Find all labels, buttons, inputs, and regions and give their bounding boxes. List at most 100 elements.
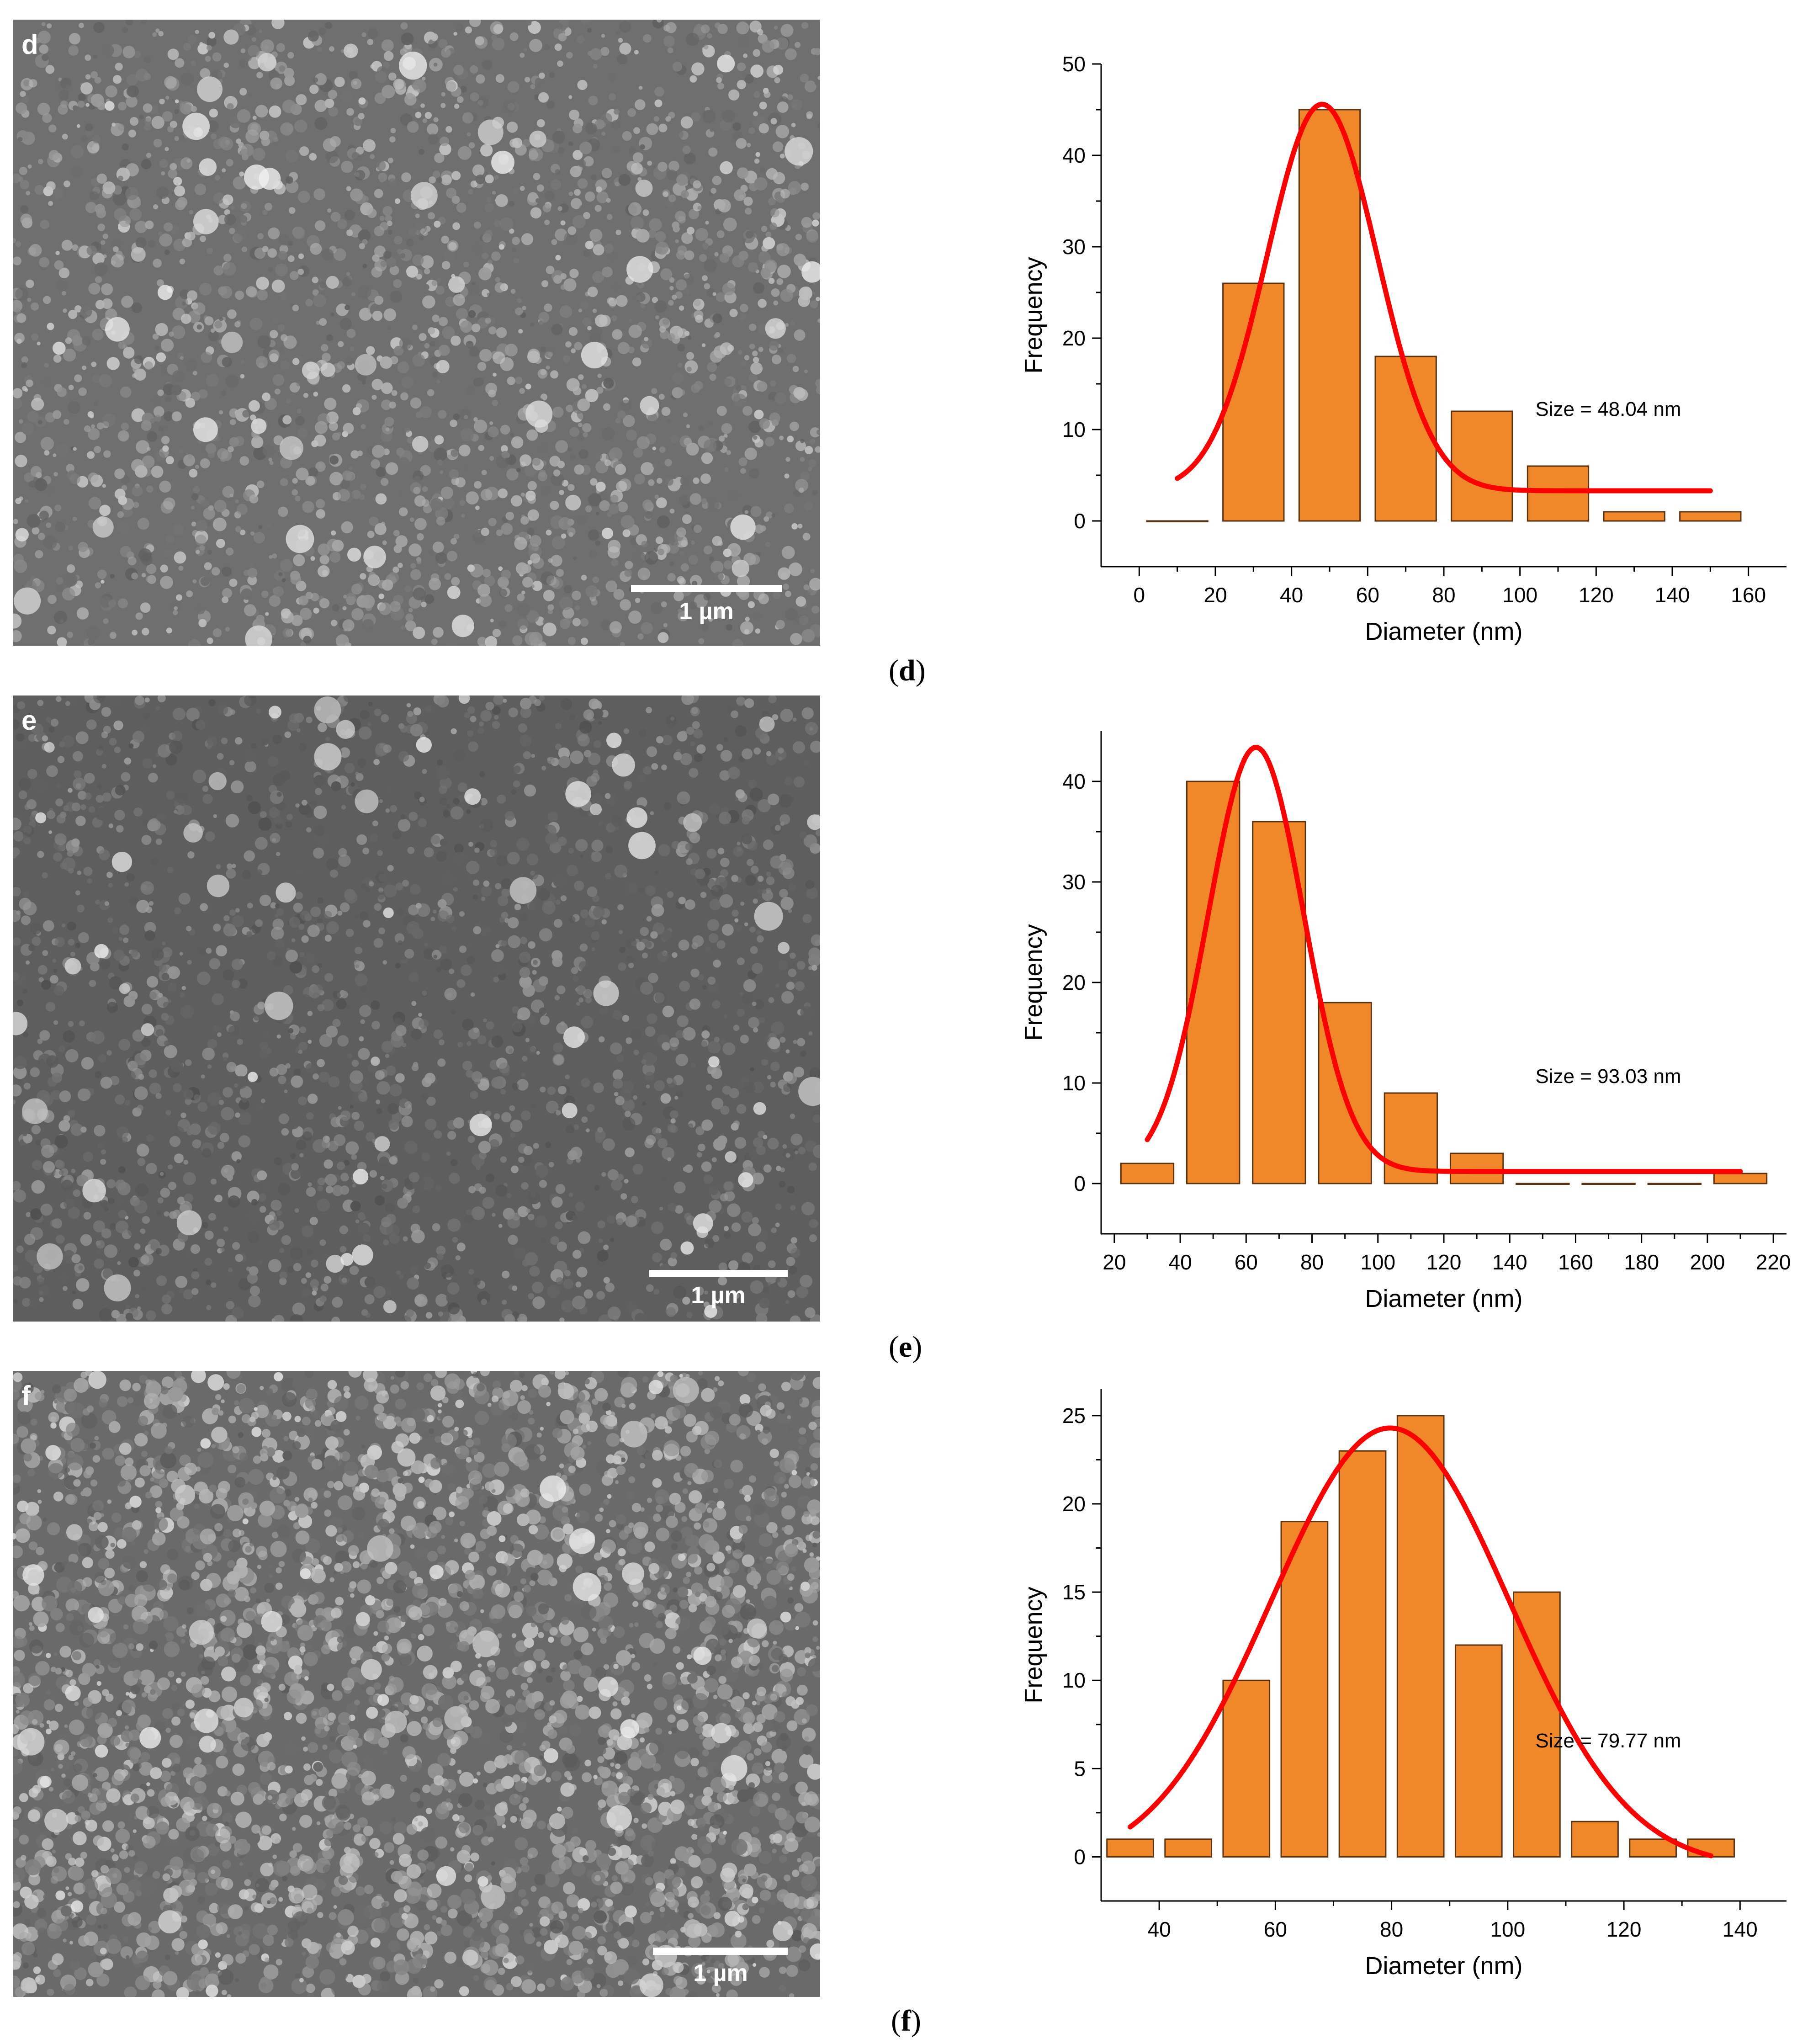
y-tick-label: 30: [1062, 870, 1086, 894]
x-tick-label: 40: [1148, 1917, 1171, 1941]
sem-texture: [13, 20, 820, 646]
y-tick-label: 0: [1074, 1172, 1086, 1195]
histogram-bar: [1222, 282, 1285, 522]
scale-bar: [631, 585, 782, 592]
scale-bar-label: 1 µm: [679, 598, 734, 625]
histogram-d: 0 20 40 60 80 100 120 140 160 0 10 20 30 40 50 Diameter…: [982, 46, 1805, 660]
x-tick-label: 100: [1502, 583, 1537, 607]
histogram-d-svg: 0 20 40 60 80 100 120 140 160 0 10 20 30 40 50 Diameter…: [1020, 52, 1786, 645]
caption-paren-close: ): [912, 1330, 922, 1364]
y-tick-label: 20: [1062, 326, 1086, 350]
x-tick-label: 220: [1756, 1250, 1791, 1274]
histogram-bar: [1603, 511, 1665, 522]
y-tick-label: 20: [1062, 971, 1086, 994]
histogram-bar: [1679, 511, 1742, 522]
caption-e: (e): [889, 1330, 922, 1364]
histogram-bar: [1451, 410, 1513, 522]
gaussian-fit-curve: [1145, 744, 1743, 1174]
y-tick-label: 0: [1074, 509, 1086, 533]
x-tick-label: 20: [1103, 1250, 1126, 1274]
x-axis-label: Diameter (nm): [1365, 618, 1522, 645]
histogram-bar: [1120, 1163, 1175, 1184]
x-tick-label: 200: [1690, 1250, 1725, 1274]
y-tick-label: 5: [1074, 1757, 1086, 1780]
caption-letter: f: [901, 2004, 911, 2038]
x-tick-label: 160: [1731, 583, 1766, 607]
y-tick-label: 15: [1062, 1580, 1086, 1604]
sem-grains: [13, 20, 820, 646]
x-tick-label: 60: [1264, 1917, 1287, 1941]
x-tick-label: 100: [1490, 1917, 1525, 1941]
sem-texture: [13, 695, 820, 1322]
gaussian-fit-curve: [1128, 1425, 1714, 1858]
sem-grains: [13, 695, 820, 1322]
histogram-bar: [1106, 1838, 1154, 1858]
y-axis-label: Frequency: [1020, 257, 1047, 373]
histogram-bar: [1298, 109, 1361, 522]
y-tick-label: 10: [1062, 418, 1086, 441]
caption-paren-open: (: [889, 1330, 899, 1364]
caption-f: (f): [891, 2004, 921, 2039]
x-tick-label: 120: [1606, 1917, 1642, 1941]
histogram-bar: [1164, 1838, 1213, 1858]
histogram-bar: [1713, 1173, 1768, 1184]
x-axis-label: Diameter (nm): [1365, 1285, 1522, 1312]
histogram-bar: [1449, 1152, 1504, 1184]
histogram-bar: [1146, 520, 1209, 522]
histogram-bar: [1396, 1415, 1445, 1858]
sem-panel-letter: e: [21, 705, 37, 736]
caption-d: (d): [889, 653, 926, 688]
caption-letter: d: [898, 654, 916, 687]
histogram-f: 40 60 80 100 120 140 0 5 10 15 20 25 Diameter (nm) Fr…: [982, 1371, 1805, 1995]
x-tick-label: 100: [1360, 1250, 1395, 1274]
size-annotation: Size = 93.03 nm: [1535, 1065, 1681, 1088]
x-tick-label: 80: [1380, 1917, 1403, 1941]
sem-panel-letter: d: [21, 29, 38, 60]
histogram-f-svg: 40 60 80 100 120 140 0 5 10 15 20 25 Diameter (nm) Fr…: [1020, 1389, 1786, 1980]
size-annotation: Size = 48.04 nm: [1535, 398, 1681, 420]
x-tick-label: 40: [1168, 1250, 1192, 1274]
y-tick-label: 25: [1062, 1404, 1086, 1428]
caption-paren-close: ): [911, 2004, 921, 2038]
histogram-e: 20 40 60 80 100 120 140 160 180 200 220 0 10 20 30 40 Di…: [982, 713, 1805, 1327]
y-tick-label: 40: [1062, 770, 1086, 793]
x-tick-label: 40: [1280, 583, 1303, 607]
x-tick-label: 140: [1492, 1250, 1527, 1274]
sem-panel-letter: f: [21, 1380, 31, 1411]
sem-image-d: d 1 µm: [13, 20, 820, 646]
sem-image-f: f 1 µm: [13, 1371, 820, 1997]
histogram-e-svg: 20 40 60 80 100 120 140 160 180 200 220 0 10 20 30 40 Di…: [1020, 731, 1791, 1312]
x-tick-label: 60: [1235, 1250, 1258, 1274]
caption-paren-close: ): [915, 654, 926, 687]
scale-bar: [653, 1948, 788, 1955]
caption-paren-open: (: [889, 654, 899, 687]
x-tick-label: 140: [1723, 1917, 1758, 1941]
x-tick-label: 20: [1203, 583, 1227, 607]
y-tick-label: 0: [1074, 1845, 1086, 1869]
x-tick-label: 0: [1134, 583, 1145, 607]
x-tick-label: 120: [1426, 1250, 1462, 1274]
y-tick-label: 40: [1062, 143, 1086, 167]
x-tick-label: 60: [1356, 583, 1379, 607]
scale-bar: [649, 1270, 788, 1277]
caption-paren-open: (: [891, 2004, 901, 2038]
x-tick-label: 80: [1300, 1250, 1324, 1274]
y-axis-label: Frequency: [1020, 924, 1047, 1041]
sem-grains: [13, 1371, 820, 1997]
sem-image-e: e 1 µm: [13, 695, 820, 1322]
histogram-bar: [1527, 465, 1590, 522]
histogram-bar: [1513, 1591, 1561, 1858]
scale-bar-label: 1 µm: [693, 1960, 748, 1986]
x-tick-label: 160: [1558, 1250, 1593, 1274]
histogram-bar: [1374, 356, 1437, 522]
caption-letter: e: [898, 1330, 912, 1364]
size-annotation: Size = 79.77 nm: [1535, 1730, 1681, 1752]
histogram-bar: [1571, 1821, 1619, 1858]
y-tick-label: 30: [1062, 235, 1086, 259]
x-tick-label: 180: [1624, 1250, 1659, 1274]
scale-bar-label: 1 µm: [691, 1282, 746, 1309]
y-tick-label: 20: [1062, 1492, 1086, 1516]
x-tick-label: 120: [1579, 583, 1614, 607]
histogram-bar: [1280, 1521, 1329, 1858]
y-tick-label: 10: [1062, 1668, 1086, 1692]
